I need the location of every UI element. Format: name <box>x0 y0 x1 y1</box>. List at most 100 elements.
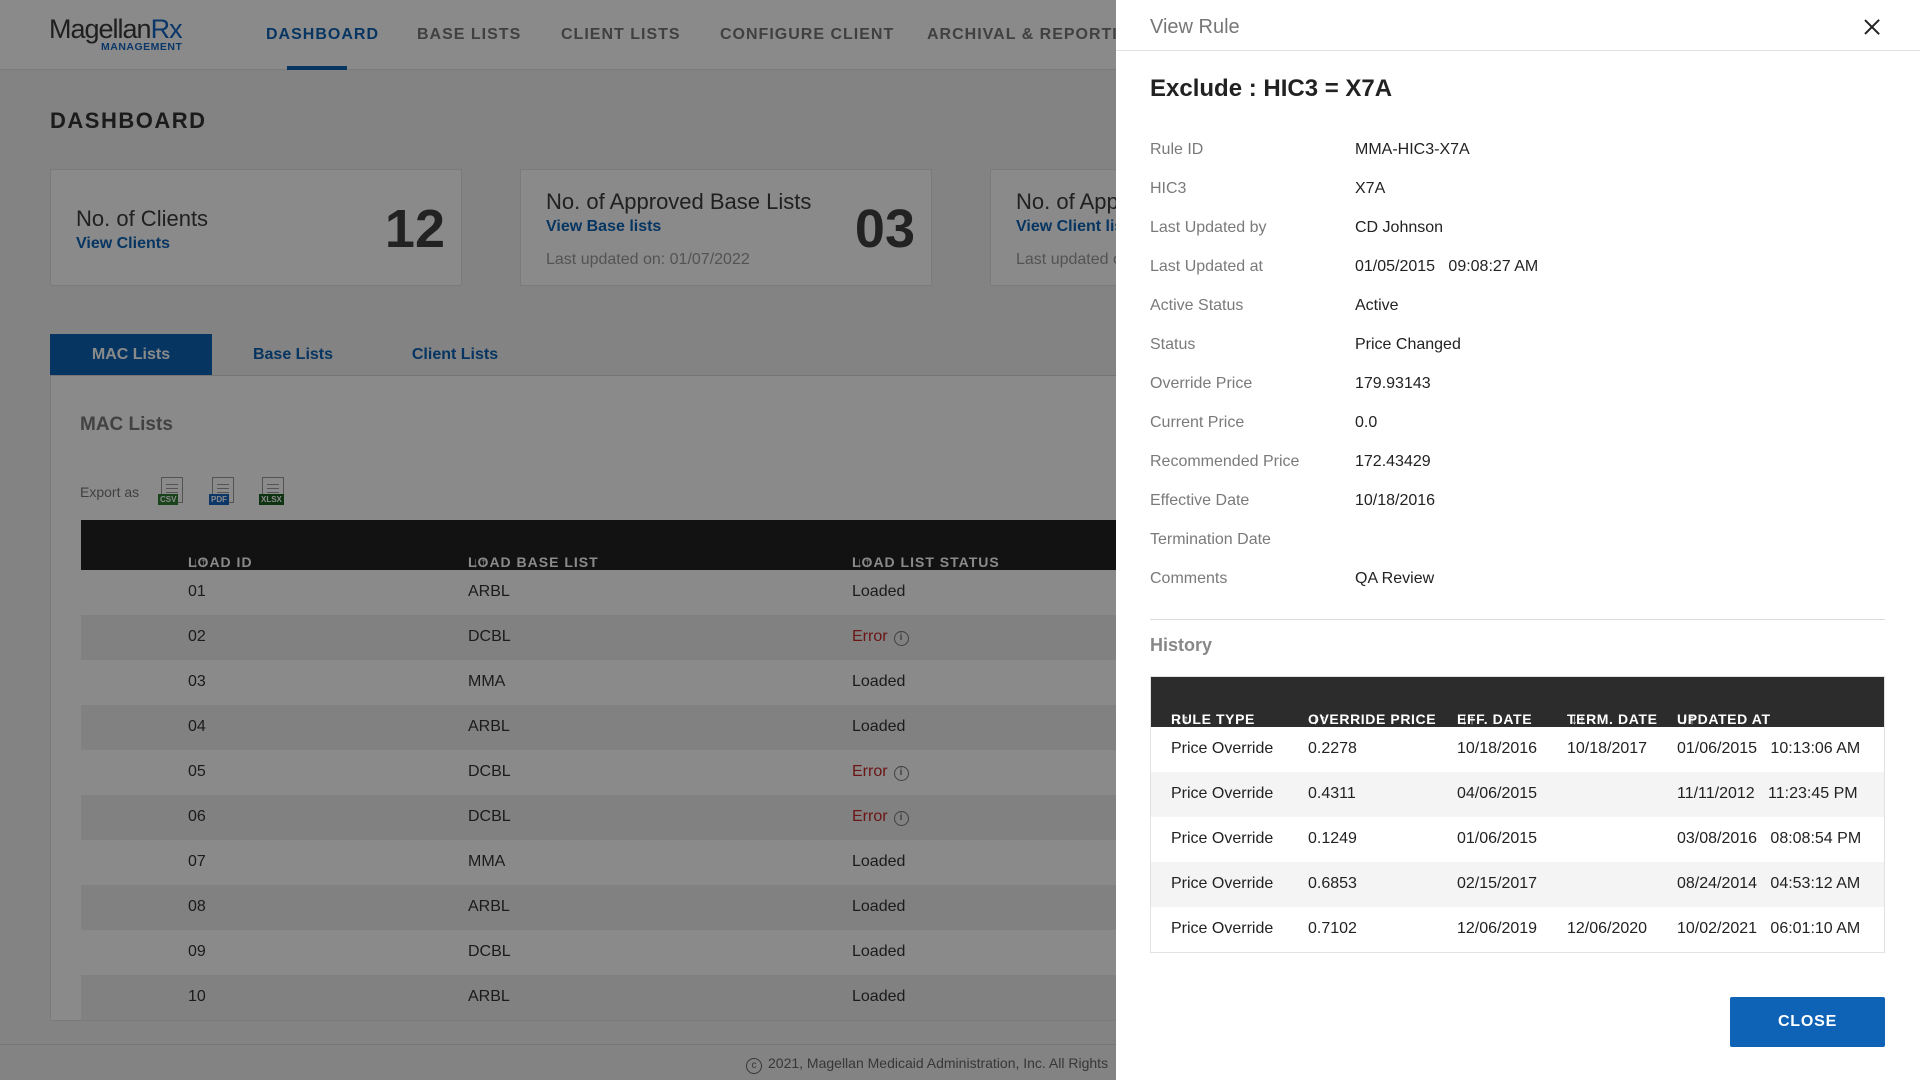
override-price-cell: 0.6853 <box>1308 875 1357 892</box>
tab-client-lists[interactable]: Client Lists <box>411 346 499 363</box>
history-row: Price Override 0.7102 12/06/2019 12/06/2020… <box>1151 907 1884 952</box>
override-price-cell: 0.2278 <box>1308 740 1357 757</box>
close-button[interactable]: CLOSE <box>1730 997 1885 1047</box>
nav-configure-client[interactable]: CONFIGURE CLIENT <box>720 26 895 43</box>
table-row[interactable]: 05 DCBL Error i <box>81 750 1121 795</box>
rule-type-cell: Price Override <box>1171 785 1274 802</box>
copyright-text: c 2021, Magellan Medicaid Administration,… <box>746 1055 1108 1074</box>
comments-label: Comments <box>1150 570 1228 587</box>
card-title: No. of App <box>1016 189 1119 214</box>
divider <box>1150 619 1885 620</box>
history-row: Price Override 0.1249 01/06/2015 03/08/2016… <box>1151 817 1884 862</box>
rule-type-cell: Price Override <box>1171 830 1274 847</box>
load-base-list-cell: DCBL <box>468 943 511 960</box>
load-base-list-cell: ARBL <box>468 898 510 915</box>
info-icon[interactable]: i <box>893 631 909 646</box>
sort-icon: ↓↑ <box>1175 711 1191 727</box>
mac-lists-panel: MAC Lists Export as CSV PDF XLSX LOAD ID… <box>50 376 1121 1021</box>
current-price-value: 0.0 <box>1355 414 1378 431</box>
eff-date-cell: 04/06/2015 <box>1457 785 1538 802</box>
updated-at-cell: 08/24/2014 04:53:12 AM <box>1677 875 1861 892</box>
tab-base-lists[interactable]: Base Lists <box>252 346 334 363</box>
table-row[interactable]: 06 DCBL Error i <box>81 795 1121 840</box>
table-body: 01 ARBL Loaded 02 DCBL Error i 03 MMA Loaded 04 ARB… <box>81 570 1121 1020</box>
load-base-list-cell: DCBL <box>468 763 511 780</box>
updated-at-cell: 10/02/2021 06:01:10 AM <box>1677 920 1861 937</box>
logo-wordmark: MagellanRx <box>49 14 183 44</box>
close-icon[interactable] <box>1862 17 1882 37</box>
panel-title: MAC Lists <box>80 414 173 435</box>
load-list-status-cell: Loaded <box>852 718 906 735</box>
card-last-updated: Last updated o <box>1016 251 1122 268</box>
term-date-cell: 10/18/2017 <box>1567 740 1648 757</box>
magellan-rx-logo[interactable]: MagellanRx MANAGEMENT <box>49 14 199 56</box>
current-price-label: Current Price <box>1150 414 1245 431</box>
effective-date-value: 10/18/2016 <box>1355 492 1436 509</box>
load-list-status-cell: Loaded <box>852 898 906 915</box>
table-header: RULE TYPE ↓↑ OVERRIDE PRICE ↓↑ EFF. DATE ↓↑… <box>1151 677 1884 727</box>
load-id-cell: 02 <box>188 628 206 645</box>
load-base-list-cell: MMA <box>468 853 506 870</box>
load-list-status-cell: Loaded <box>852 583 906 600</box>
copyright-icon: c <box>746 1058 762 1074</box>
mac-lists-table: LOAD ID ↓↑ LOAD BASE LIST ↓↑ LOAD LIST STA… <box>81 520 1121 1020</box>
modal-backdrop[interactable] <box>0 0 1116 1080</box>
nav-client-lists[interactable]: CLIENT LISTS <box>561 26 681 43</box>
pdf-file-icon[interactable]: PDF <box>209 477 237 507</box>
load-list-status-cell: Error i <box>852 763 909 781</box>
load-id-cell: 01 <box>188 583 206 600</box>
table-row[interactable]: 04 ARBL Loaded <box>81 705 1121 750</box>
eff-date-cell: 01/06/2015 <box>1457 830 1538 847</box>
sort-icon: ↓↑ <box>472 554 488 570</box>
recommended-price-label: Recommended Price <box>1150 453 1300 470</box>
sort-icon: ↓↑ <box>1312 711 1328 727</box>
override-price-cell: 0.7102 <box>1308 920 1357 937</box>
logo-subtitle: MANAGEMENT <box>101 41 183 53</box>
list-tabs: MAC Lists Base Lists Client Lists <box>50 334 1120 376</box>
sort-icon: ↓↑ <box>192 554 208 570</box>
view-base-lists-link[interactable]: View Base lists <box>546 218 662 235</box>
sort-icon: ↓↑ <box>856 554 872 570</box>
history-row: Price Override 0.4311 04/06/2015 11/11/2012… <box>1151 772 1884 817</box>
updated-at-cell: 11/11/2012 11:23:45 PM <box>1677 785 1858 802</box>
override-price-cell: 0.1249 <box>1308 830 1357 847</box>
last-updated-by-label: Last Updated by <box>1150 219 1267 236</box>
eff-date-cell: 02/15/2017 <box>1457 875 1538 892</box>
active-status-label: Active Status <box>1150 297 1244 314</box>
table-row[interactable]: 07 MMA Loaded <box>81 840 1121 885</box>
load-id-cell: 08 <box>188 898 206 915</box>
table-row[interactable]: 01 ARBL Loaded <box>81 570 1121 615</box>
view-client-lists-link[interactable]: View Client lis <box>1016 218 1124 235</box>
card-title: No. of Clients <box>76 206 209 231</box>
view-clients-link[interactable]: View Clients <box>76 235 170 252</box>
card-last-updated: Last updated on: 01/07/2022 <box>546 251 750 268</box>
table-row[interactable]: 08 ARBL Loaded <box>81 885 1121 930</box>
sort-icon: ↓↑ <box>1681 711 1697 727</box>
nav-base-lists[interactable]: BASE LISTS <box>417 26 522 43</box>
history-table: RULE TYPE ↓↑ OVERRIDE PRICE ↓↑ EFF. DATE ↓↑… <box>1150 676 1885 953</box>
override-price-value: 179.93143 <box>1355 375 1431 392</box>
load-list-status-cell: Error i <box>852 628 909 646</box>
active-nav-indicator <box>287 66 347 70</box>
table-row[interactable]: 03 MMA Loaded <box>81 660 1121 705</box>
load-id-cell: 03 <box>188 673 206 690</box>
table-row[interactable]: 02 DCBL Error i <box>81 615 1121 660</box>
load-base-list-cell: ARBL <box>468 718 510 735</box>
xlsx-file-icon[interactable]: XLSX <box>259 477 287 507</box>
status-value: Price Changed <box>1355 336 1461 353</box>
table-row[interactable]: 10 ARBL Loaded <box>81 975 1121 1020</box>
nav-archival-reporting[interactable]: ARCHIVAL & REPORTING <box>927 26 1144 43</box>
info-icon[interactable]: i <box>893 766 909 781</box>
card-count: 03 <box>854 199 915 259</box>
history-title: History <box>1150 635 1213 655</box>
load-base-list-cell: DCBL <box>468 628 511 645</box>
info-icon[interactable]: i <box>893 811 909 826</box>
hic3-value: X7A <box>1355 180 1386 197</box>
nav-dashboard[interactable]: DASHBOARD <box>266 26 379 43</box>
history-row: Price Override 0.2278 10/18/2016 10/18/2017… <box>1151 727 1884 772</box>
rule-heading: Exclude : HIC3 = X7A <box>1150 75 1393 102</box>
tab-mac-lists[interactable]: MAC Lists <box>50 334 212 375</box>
load-id-cell: 09 <box>188 943 206 960</box>
table-row[interactable]: 09 DCBL Loaded <box>81 930 1121 975</box>
csv-file-icon[interactable]: CSV <box>158 477 186 507</box>
